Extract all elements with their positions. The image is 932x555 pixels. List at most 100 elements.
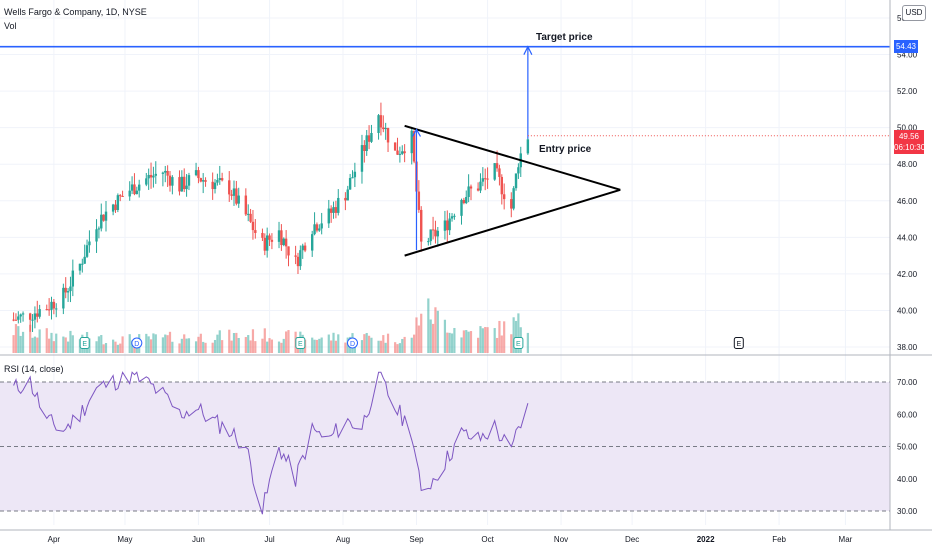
volume-bar — [467, 331, 470, 353]
price-tick-label: 40.00 — [897, 306, 918, 315]
rsi-line — [13, 371, 529, 515]
volume-bar — [36, 337, 39, 353]
volume-bar — [484, 327, 487, 353]
rsi-tick-label: 70.00 — [897, 378, 918, 387]
candle-body — [38, 309, 41, 317]
candle-body — [436, 230, 440, 237]
earnings-marker[interactable]: E — [79, 337, 90, 349]
triangle-upper-line — [404, 124, 621, 191]
volume-bar — [280, 342, 283, 353]
candle-body — [95, 229, 98, 242]
event-marker-label: D — [134, 341, 139, 348]
candle-body — [237, 195, 240, 204]
candle-body — [277, 230, 281, 242]
volume-bar — [486, 327, 489, 353]
candle-body — [434, 229, 437, 237]
volume-label: Vol — [4, 21, 17, 31]
candle-body — [149, 174, 153, 178]
candle-body — [154, 173, 157, 176]
volume-bar — [52, 341, 55, 353]
candle-body — [64, 287, 67, 293]
volume-bar — [50, 332, 53, 353]
earnings-marker[interactable]: E — [733, 337, 744, 349]
volume-bar — [517, 313, 520, 353]
volume-bar — [171, 341, 174, 353]
candle-body — [294, 255, 297, 257]
candle-body — [329, 208, 333, 213]
candle-body — [453, 215, 456, 217]
candle-body — [19, 314, 22, 317]
volume-bar — [327, 334, 330, 353]
volume-bar — [21, 331, 25, 353]
volume-bar — [386, 333, 390, 353]
last-price-value: 49.56 — [898, 132, 920, 141]
candle-body — [448, 218, 451, 231]
candle-body — [47, 309, 51, 311]
volume-bar — [510, 334, 513, 353]
volume-bar — [427, 298, 430, 353]
event-marker-label: E — [298, 341, 303, 348]
volume-bar — [450, 333, 454, 353]
volume-bar — [45, 328, 48, 353]
volume-bar — [254, 341, 257, 353]
volume-bar — [251, 329, 255, 353]
candle-body — [81, 263, 84, 265]
entry-price-annotation: Entry price — [539, 144, 592, 155]
volume-bar — [417, 325, 420, 353]
candle-body — [216, 179, 219, 183]
earnings-marker[interactable]: E — [513, 337, 524, 349]
candle-body — [78, 263, 82, 271]
candle-body — [254, 230, 257, 233]
candle-body — [12, 319, 15, 321]
dividend-marker[interactable]: D — [131, 337, 143, 349]
candle-body — [199, 178, 203, 182]
earnings-marker[interactable]: E — [295, 337, 306, 349]
candle-body — [510, 199, 513, 209]
volume-bars — [12, 298, 529, 353]
volume-bar — [204, 342, 207, 353]
candle-body — [386, 127, 390, 143]
bar-countdown: 06:10:30 — [894, 143, 926, 152]
volume-bar — [382, 335, 385, 353]
candle-body — [280, 230, 283, 246]
candle-body — [417, 191, 421, 210]
volume-bar — [370, 337, 373, 353]
candle-body — [351, 177, 354, 179]
candle-body — [484, 178, 487, 180]
volume-bar — [235, 332, 238, 353]
volume-bar — [147, 336, 150, 353]
candle-body — [327, 208, 330, 224]
volume-bar — [244, 337, 247, 353]
volume-bar — [29, 324, 32, 353]
candle-body — [166, 170, 169, 176]
volume-bar — [14, 324, 18, 353]
volume-bar — [315, 339, 319, 353]
candle-body — [130, 184, 134, 191]
candle-body — [83, 256, 86, 264]
candle-body — [303, 245, 307, 251]
volume-bar — [121, 336, 124, 353]
time-tick-label: Apr — [48, 535, 61, 544]
candle-body — [427, 241, 430, 243]
candle-body — [183, 176, 186, 190]
volume-bar — [320, 337, 323, 353]
volume-bar — [334, 340, 337, 353]
candle-body — [334, 207, 338, 213]
volume-bar — [344, 342, 347, 353]
volume-bar — [443, 319, 447, 353]
currency-button[interactable]: USD — [902, 5, 926, 21]
candle-body — [320, 223, 323, 229]
volume-bar — [221, 340, 224, 353]
volume-bar — [503, 321, 506, 353]
dividend-marker[interactable]: D — [346, 337, 358, 349]
candle-body — [102, 214, 105, 221]
candle-body — [299, 250, 302, 267]
volume-bar — [31, 337, 34, 353]
candle-body — [145, 178, 148, 185]
candle-body — [377, 115, 380, 133]
chart-title: Wells Fargo & Company, 1D, NYSE — [4, 7, 147, 17]
candle-body — [220, 178, 224, 181]
